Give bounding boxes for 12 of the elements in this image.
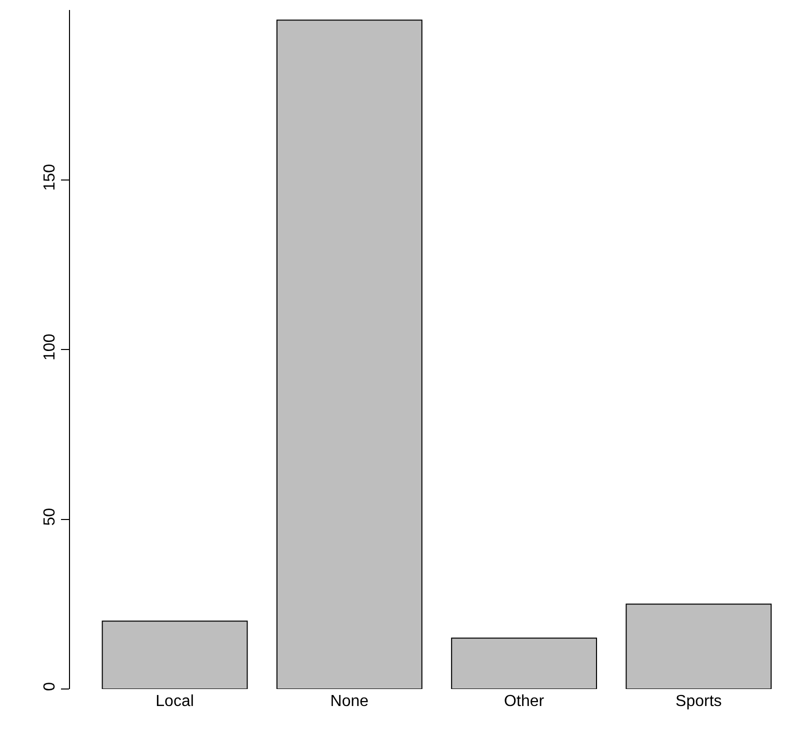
x-tick-label: Local — [156, 693, 194, 710]
bar — [102, 620, 248, 689]
y-tick-label: 0 — [42, 682, 59, 692]
bar — [451, 638, 598, 689]
x-tick-label: Sports — [676, 693, 722, 710]
y-tick-label: 150 — [42, 164, 59, 191]
x-tick-label: Other — [504, 693, 545, 710]
y-tick-label: 50 — [42, 508, 59, 526]
bar — [626, 604, 772, 689]
bar — [276, 20, 422, 689]
y-tick-label: 100 — [42, 334, 59, 360]
x-tick-label: None — [330, 693, 369, 710]
